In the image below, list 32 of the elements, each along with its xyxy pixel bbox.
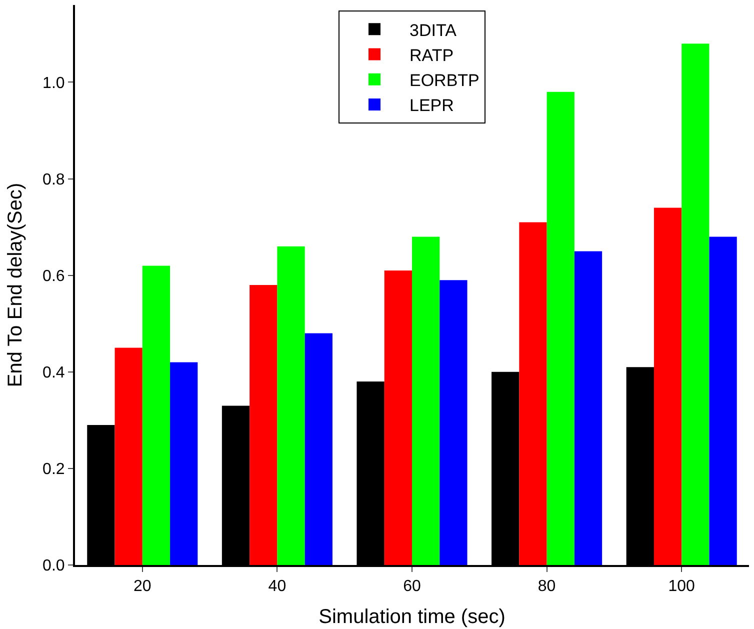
bar (304, 333, 332, 565)
bar (142, 266, 170, 565)
y-axis-title: End To End delay(Sec) (4, 182, 27, 388)
legend-label: 3DITA (410, 20, 458, 40)
bar (682, 44, 710, 565)
bar (250, 285, 278, 565)
y-tick-label: 0.8 (42, 171, 65, 188)
bar (709, 236, 737, 565)
y-tick-label: 1.0 (42, 74, 65, 92)
bar (277, 246, 305, 565)
bar (574, 251, 602, 565)
x-tick-label: 60 (403, 578, 421, 596)
x-tick-label: 20 (134, 578, 152, 596)
bar (412, 236, 440, 565)
y-tick-label: 0.6 (42, 268, 65, 285)
y-tick-label: 0.4 (42, 364, 65, 382)
x-tick-label: 100 (668, 578, 696, 596)
bar (170, 362, 198, 565)
bar (384, 270, 412, 565)
x-axis-title: Simulation time (sec) (318, 606, 506, 628)
y-tick-label: 0.2 (42, 461, 65, 478)
bar (654, 208, 682, 565)
bar (546, 92, 574, 565)
x-tick-label: 80 (538, 578, 556, 596)
bar (440, 280, 468, 565)
y-tick-label: 0.0 (42, 558, 65, 575)
bar (114, 348, 142, 565)
x-tick-label: 40 (268, 578, 286, 596)
bar (519, 222, 547, 565)
legend-label: RATP (410, 46, 454, 65)
legend-label: LEPR (410, 96, 454, 116)
legend-label: EORBTP (410, 70, 480, 90)
